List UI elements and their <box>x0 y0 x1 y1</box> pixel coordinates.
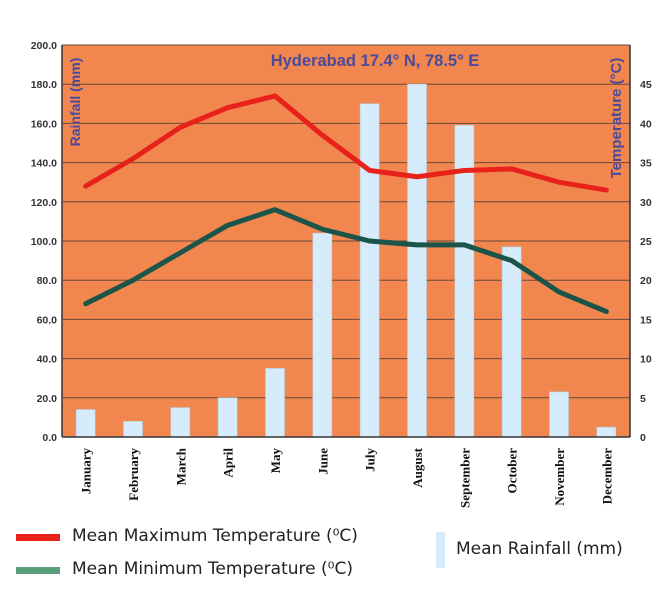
rainfall-bar-march <box>170 407 191 438</box>
rainfall-bar-november <box>549 391 569 438</box>
legend-rain-label: Mean Rainfall (mm) <box>456 539 623 559</box>
y-left-tick-5: 100.0 <box>31 236 57 248</box>
rainfall-bar-may <box>265 368 285 438</box>
x-tick-april: April <box>221 448 236 478</box>
y-right-tick-5: 25 <box>640 236 652 248</box>
y-right-tick-4: 20 <box>640 275 652 287</box>
x-tick-august: August <box>410 447 425 487</box>
y-right-tick-3: 15 <box>640 314 652 326</box>
y-right-tick-2: 10 <box>640 354 652 366</box>
y-left-ticks: 0.0 20.0 40.0 60.0 80.0 100.0 120.0 140.0 160.0 1… <box>31 40 57 444</box>
legend-rain-swatch <box>436 532 445 568</box>
y-left-tick-0: 0.0 <box>42 432 57 444</box>
x-tick-march: March <box>173 447 188 485</box>
x-tick-february: February <box>126 448 141 501</box>
y-right-tick-8: 40 <box>640 118 652 130</box>
x-tick-january: January <box>79 448 94 495</box>
rainfall-bar-december <box>596 426 617 438</box>
y-right-tick-6: 30 <box>640 197 652 209</box>
rainfall-bar-july <box>359 103 380 438</box>
x-tick-october: October <box>505 448 520 494</box>
x-tick-labels: January February March April May June July Augu… <box>79 447 615 508</box>
x-tick-september: September <box>457 448 472 508</box>
min-temp-line <box>83 207 609 315</box>
y-left-tick-2: 40.0 <box>37 354 58 366</box>
y-right-label: Temperature (°C) <box>608 58 625 179</box>
rainfall-bar-august <box>407 83 427 438</box>
rainfall-bar-june <box>312 232 333 438</box>
y-right-ticks: 0 5 10 15 20 25 30 35 40 45 <box>640 79 652 444</box>
y-left-tick-9: 180.0 <box>31 79 57 91</box>
legend-max-label: Mean Maximum Temperature (⁰C) <box>72 526 358 546</box>
y-left-tick-3: 60.0 <box>37 314 58 326</box>
max-temp-line <box>83 93 609 193</box>
rainfall-bar-october <box>501 246 522 438</box>
y-right-tick-0: 0 <box>640 432 646 444</box>
y-left-tick-6: 120.0 <box>31 197 57 209</box>
x-tick-november: November <box>552 448 567 506</box>
rainfall-bar-april <box>217 397 238 438</box>
y-left-label: Rainfall (mm) <box>67 58 83 147</box>
x-tick-december: December <box>599 448 614 505</box>
y-left-tick-8: 160.0 <box>31 118 57 130</box>
legend-min-label: Mean Minimum Temperature (⁰C) <box>72 559 353 579</box>
legend-min-swatch <box>16 567 60 574</box>
rainfall-bar-january <box>75 409 96 438</box>
y-left-tick-10: 200.0 <box>31 40 57 52</box>
y-left-tick-7: 140.0 <box>31 158 57 170</box>
rainfall-bar-february <box>123 421 143 438</box>
x-tick-june: June <box>315 448 330 475</box>
chart-title: Hyderabad 17.4° N, 78.5° E <box>271 52 480 70</box>
y-right-tick-9: 45 <box>640 79 652 91</box>
y-right-tick-7: 35 <box>640 158 652 170</box>
grid <box>62 44 630 438</box>
legend-max-swatch <box>16 534 60 541</box>
x-tick-may: May <box>268 448 283 474</box>
rainfall-bars <box>75 83 617 438</box>
y-left-tick-4: 80.0 <box>37 275 58 287</box>
y-left-tick-1: 20.0 <box>37 393 58 405</box>
x-tick-july: July <box>363 448 378 472</box>
y-right-tick-1: 5 <box>640 393 646 405</box>
